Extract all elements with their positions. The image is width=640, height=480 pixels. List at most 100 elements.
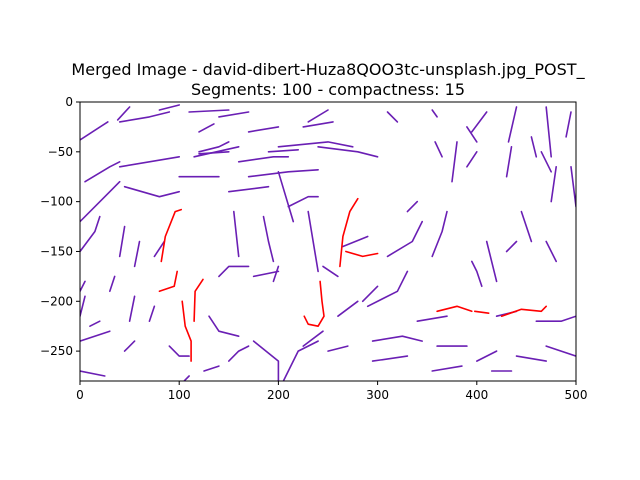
chart-subtitle: Segments: 100 - compactness: 15 (191, 80, 465, 99)
series-line-62 (183, 375, 190, 381)
series-line-24 (228, 185, 270, 193)
series-line-99 (406, 200, 419, 213)
x-tick-label-3: 300 (366, 388, 389, 402)
series-line-13 (118, 156, 180, 168)
series-line-82 (342, 235, 369, 248)
series-line-110 (500, 305, 548, 318)
series-line-74 (252, 340, 280, 381)
y-axis: 0 −50 −100 −150 −200 −250 (40, 95, 80, 358)
series-line-66 (218, 265, 250, 278)
series-line-23 (287, 195, 319, 208)
series-line-5 (188, 109, 230, 113)
series-line-26 (431, 109, 438, 118)
series-line-50 (80, 280, 86, 293)
series-line-27 (434, 141, 443, 158)
series-line-61 (168, 345, 190, 357)
series-line-30 (466, 151, 478, 168)
series-line-56 (123, 340, 136, 352)
series-line-54 (118, 225, 126, 258)
y-tick-label-5: −250 (40, 344, 73, 358)
series-line-9 (302, 121, 334, 128)
series-line-81 (386, 220, 424, 258)
series-line-18 (317, 146, 379, 158)
series-line-17 (267, 149, 300, 153)
series-line-38 (550, 166, 558, 203)
series-line-51 (89, 320, 101, 328)
series-line-2 (116, 106, 131, 121)
series-line-19 (123, 185, 180, 198)
series-line-78 (337, 300, 359, 318)
series-line-76 (302, 330, 324, 347)
series-line-91 (545, 345, 576, 357)
series-line-104 (193, 278, 204, 323)
series-line-92 (535, 315, 576, 323)
series-line-98 (545, 240, 558, 263)
series-line-103 (181, 300, 192, 362)
series-line-31 (451, 141, 458, 183)
y-tick-label-2: −100 (40, 195, 73, 209)
series-line-88 (475, 350, 498, 362)
series-line-0 (80, 121, 109, 141)
series-line-80 (366, 270, 409, 308)
chart-title: Merged Image - david-dibert-Huza8QOO3tc-… (71, 60, 585, 80)
series-line-71 (277, 171, 295, 223)
x-axis: 0 100 200 300 400 500 (76, 381, 587, 402)
series-line-109 (473, 310, 490, 315)
series-line-16 (198, 151, 230, 155)
series-line-70 (262, 215, 275, 263)
x-tick-label-0: 0 (76, 388, 84, 402)
series-line-48 (80, 330, 111, 342)
series-line-73 (322, 265, 339, 278)
series-line-1 (84, 161, 121, 183)
series-line-57 (128, 295, 136, 323)
series-line-97 (520, 210, 533, 243)
series-line-21 (237, 156, 290, 163)
series-line-14 (80, 180, 121, 223)
x-tick-label-5: 500 (565, 388, 588, 402)
series-line-87 (431, 365, 463, 372)
series-line-12 (193, 146, 240, 158)
series-line-65 (228, 345, 250, 362)
series-line-32 (507, 106, 518, 143)
series-line-6 (218, 111, 250, 118)
series-line-75 (282, 340, 319, 381)
series-line-35 (565, 111, 572, 138)
series-line-83 (371, 355, 409, 362)
series-line-34 (545, 106, 553, 158)
series-line-43 (596, 202, 601, 242)
series-line-69 (233, 210, 240, 258)
series-line-95 (485, 240, 498, 283)
series-line-49 (80, 215, 101, 253)
series-line-37 (530, 136, 538, 158)
series-line-8 (247, 126, 280, 133)
series-line-105 (303, 280, 325, 328)
series-line-3 (118, 111, 171, 123)
series-line-84 (371, 335, 424, 342)
series-line-40 (611, 132, 616, 172)
series-line-52 (80, 370, 106, 377)
series-line-4 (158, 104, 180, 111)
series-line-64 (203, 365, 220, 372)
series-line-11 (277, 141, 354, 148)
series-line-41 (621, 142, 626, 177)
series-line-10 (307, 109, 329, 123)
series-line-25 (386, 111, 399, 123)
series-line-102 (158, 270, 178, 293)
series-line-63 (208, 315, 240, 338)
series-line-59 (148, 305, 156, 323)
series-line-28 (470, 111, 488, 133)
series-line-53 (80, 295, 86, 318)
series-line-44 (586, 222, 596, 262)
series-line-58 (133, 240, 141, 268)
series-line-22 (247, 169, 319, 178)
series-line-29 (466, 126, 478, 143)
series-line-94 (470, 260, 483, 288)
x-tick-label-1: 100 (168, 388, 191, 402)
series-line-106 (339, 197, 359, 268)
y-tick-label-1: −50 (48, 145, 73, 159)
series-line-90 (515, 355, 548, 362)
series-line-107 (345, 250, 379, 258)
series-line-100 (431, 210, 448, 258)
series-line-15 (198, 141, 230, 153)
